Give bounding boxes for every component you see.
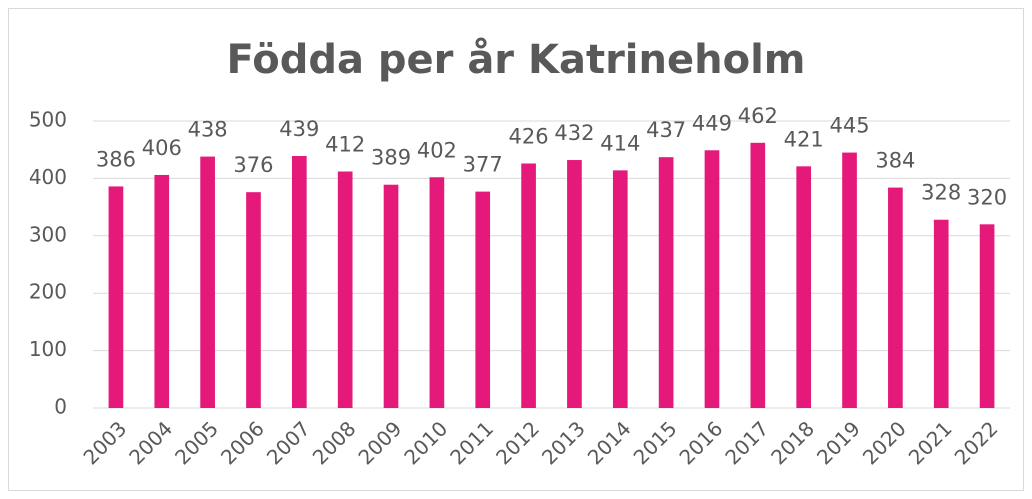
bar — [521, 163, 536, 408]
data-label: 328 — [921, 181, 961, 205]
data-label: 320 — [967, 185, 1007, 209]
data-label: 421 — [784, 127, 824, 151]
y-tick-label: 200 — [29, 280, 67, 304]
bar — [842, 152, 857, 408]
bar — [658, 157, 674, 408]
data-label: 438 — [188, 118, 228, 142]
bar — [475, 191, 491, 408]
bar — [337, 171, 353, 408]
data-label: 432 — [554, 121, 594, 145]
y-tick-label: 100 — [29, 337, 67, 361]
data-label: 389 — [371, 146, 411, 170]
data-label: 437 — [646, 118, 686, 142]
bar — [750, 142, 766, 408]
bar — [888, 187, 903, 408]
y-tick-label: 0 — [54, 395, 67, 419]
bar — [429, 177, 445, 408]
bar — [108, 186, 124, 408]
data-label: 377 — [463, 153, 503, 177]
bar — [154, 174, 170, 408]
bar — [291, 156, 307, 408]
y-tick-label: 400 — [29, 165, 67, 189]
bar — [979, 224, 995, 408]
bar — [796, 166, 812, 408]
data-label: 384 — [875, 149, 915, 173]
data-label: 376 — [233, 153, 273, 177]
data-label: 462 — [738, 104, 778, 128]
bar — [246, 192, 261, 408]
y-tick-label: 500 — [29, 108, 67, 132]
chart-title: Födda per år Katrineholm — [227, 36, 806, 83]
data-label: 426 — [509, 124, 549, 148]
bar — [567, 160, 582, 408]
bar — [933, 219, 949, 408]
data-label: 449 — [692, 111, 732, 135]
data-label: 439 — [279, 117, 319, 141]
data-label: 402 — [417, 138, 457, 162]
data-label: 445 — [829, 114, 869, 138]
data-label: 414 — [600, 131, 640, 155]
bar — [704, 150, 720, 409]
data-label: 412 — [325, 133, 365, 157]
bar — [200, 156, 215, 408]
bar — [383, 184, 399, 408]
data-label: 386 — [96, 147, 136, 171]
data-label: 406 — [142, 136, 182, 160]
bar — [612, 170, 628, 408]
y-tick-label: 300 — [29, 222, 67, 246]
